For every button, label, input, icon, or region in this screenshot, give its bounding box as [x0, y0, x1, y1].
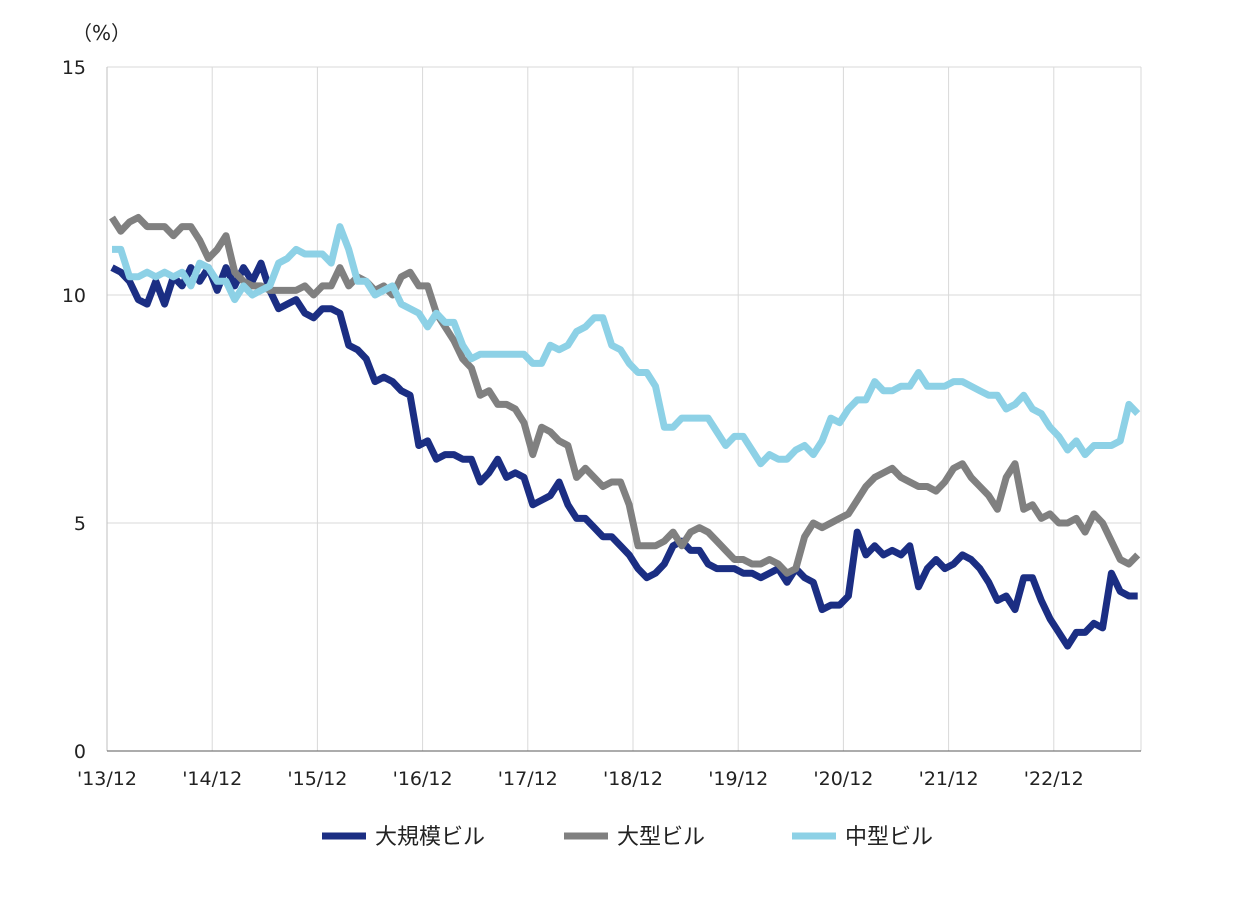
x-tick-label: '20/12 — [813, 768, 873, 790]
y-axis-unit-label: （%） — [72, 21, 131, 45]
series-line — [112, 223, 1141, 468]
x-tick-label: '22/12 — [1024, 768, 1084, 790]
series-line — [109, 214, 1141, 577]
x-tick-label: '17/12 — [498, 768, 558, 790]
x-tick-label: '14/12 — [182, 768, 242, 790]
gridlines — [107, 66, 1142, 751]
y-tick-label: 0 — [74, 741, 86, 763]
x-tick-label: '15/12 — [287, 768, 347, 790]
series-line — [110, 259, 1138, 650]
series-lines — [109, 214, 1141, 650]
legend-label: 大型ビル — [617, 825, 705, 850]
y-tick-label: 5 — [74, 513, 86, 535]
y-tick-label: 15 — [62, 57, 86, 79]
x-tick-label: '18/12 — [603, 768, 663, 790]
x-tick-label: '21/12 — [919, 768, 979, 790]
axes — [106, 67, 1141, 752]
x-tick-label: '13/12 — [77, 768, 137, 790]
legend-label: 大規模ビル — [375, 825, 485, 850]
legend: 大規模ビル 大型ビル 中型ビル — [322, 825, 933, 850]
x-axis-tick-labels: '13/12 '14/12 '15/12 '16/12 '17/12 '18/12 '19/… — [77, 768, 1084, 790]
y-tick-label: 10 — [62, 285, 86, 307]
legend-label: 中型ビル — [845, 825, 933, 850]
x-tick-label: '19/12 — [708, 768, 768, 790]
x-tick-label: '16/12 — [393, 768, 453, 790]
y-axis-tick-labels: 0 5 10 15 — [62, 57, 86, 763]
